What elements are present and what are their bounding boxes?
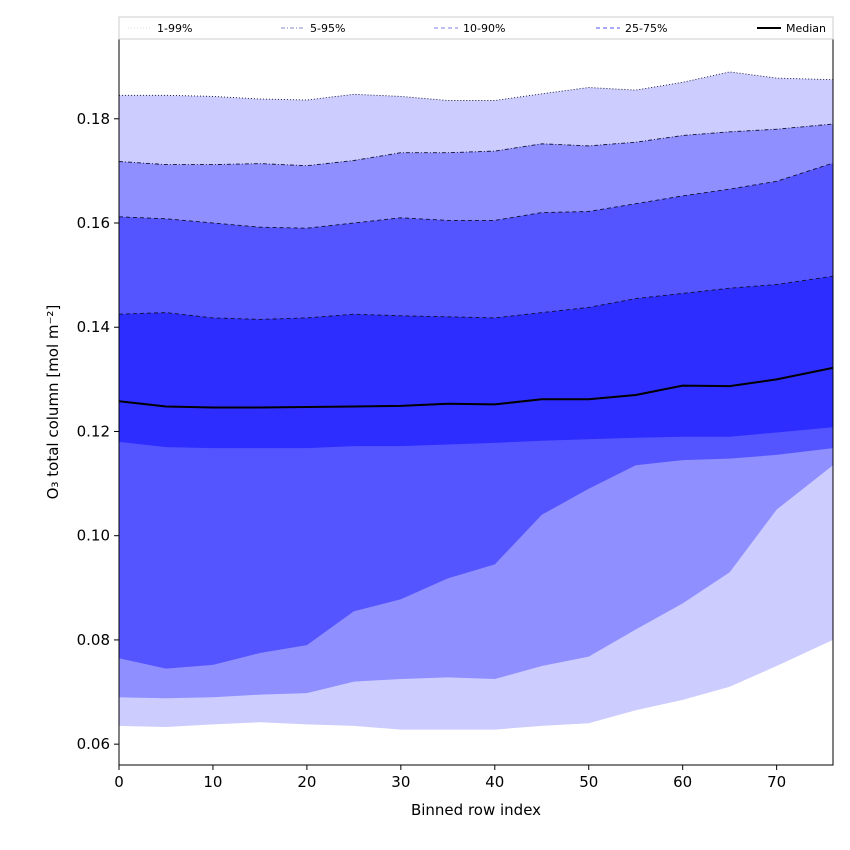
legend-label: 5-95% [310,22,345,35]
median-line [119,366,833,409]
x-tick-label: 60 [673,773,692,791]
x-axis-label: Binned row index [411,801,541,819]
x-tick-label: 10 [203,773,222,791]
legend: 1-99% 5-95% 10-90% 25-75% Median [118,16,834,40]
band-1-99%-upper-line [119,71,833,101]
x-tick-label: 50 [579,773,598,791]
x-tick-label: 40 [485,773,504,791]
band-5-95%-upper-line [119,123,833,167]
legend-label: 10-90% [463,22,505,35]
y-tick-label: 0.18 [77,110,110,128]
y-tick-label: 0.10 [77,527,110,545]
x-tick-label: 20 [297,773,316,791]
x-tick-label: 70 [767,773,786,791]
y-tick-label: 0.08 [77,631,110,649]
y-tick-label: 0.06 [77,735,110,753]
median-layer [119,366,833,409]
band-10-90%-upper-line [119,162,833,229]
y-tick-label: 0.12 [77,422,110,440]
legend-box [118,16,834,40]
y-axis-label: O₃ total column [mol m⁻²] [44,305,62,500]
x-tick-label: 0 [114,773,124,791]
legend-label: 1-99% [157,22,192,35]
band-25-75%-fill [119,276,833,449]
bands-layer [119,71,833,730]
x-tick-label: 30 [391,773,410,791]
legend-label: Median [786,22,826,35]
y-axis: 0.06 0.08 0.10 0.12 0.14 0.16 0.18 [77,110,119,753]
y-tick-label: 0.16 [77,214,110,232]
y-tick-label: 0.14 [77,318,110,336]
legend-label: 25-75% [625,22,667,35]
x-axis: 0 10 20 30 40 50 60 70 [114,765,786,791]
band-25-75%-upper-line [119,275,833,320]
